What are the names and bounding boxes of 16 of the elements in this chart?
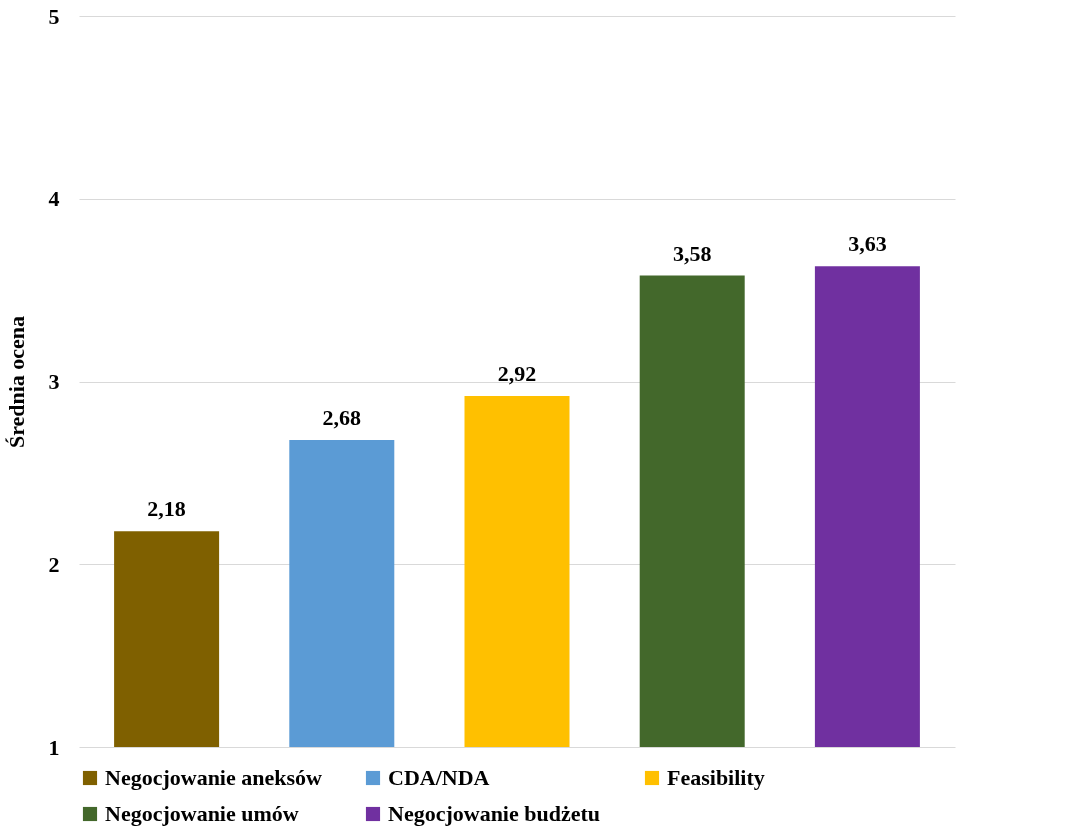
- text: 2,18: [147, 496, 186, 522]
- y-tick-label: 3: [48, 369, 60, 394]
- y-tick-label: 4: [48, 186, 60, 212]
- text: 2,92: [497, 361, 537, 387]
- text: 3,63: [848, 231, 887, 257]
- text: 2,68: [322, 404, 362, 430]
- legend-label: Negocjowanie budżetu: [388, 801, 601, 826]
- y-axis-title: Średnia ocena: [3, 315, 29, 449]
- y-tick-label: 1: [48, 734, 60, 760]
- legend-label: Feasibility: [667, 765, 765, 790]
- legend-label: Negocjowanie aneksów: [105, 765, 323, 790]
- y-tick-label: 5: [48, 3, 60, 29]
- text: 3,58: [672, 240, 712, 266]
- legend-label: CDA/NDA: [388, 765, 490, 790]
- legend-label: Negocjowanie umów: [105, 801, 299, 826]
- y-tick-label: 2: [48, 551, 60, 577]
